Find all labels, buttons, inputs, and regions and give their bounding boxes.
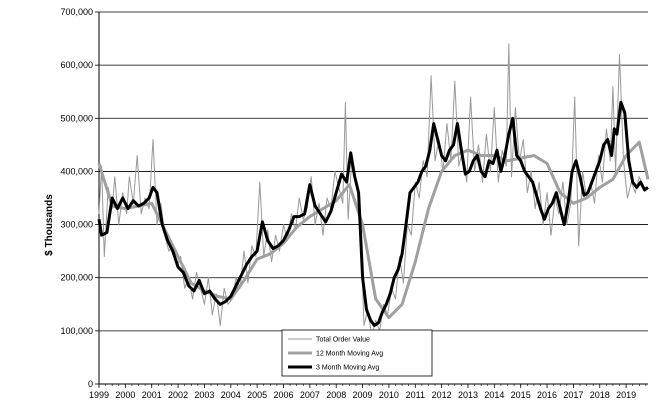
x-tick-label: 2011 (406, 390, 425, 400)
x-tick-label: 2000 (115, 390, 135, 400)
x-tick-label: 2004 (221, 390, 241, 400)
series-group (97, 43, 650, 337)
x-tick-label: 2012 (432, 390, 452, 400)
y-tick-label: 600,000 (60, 60, 93, 70)
y-tick-label: 200,000 (60, 273, 93, 283)
legend: Total Order Value 12 Month Moving Avg 3 Mo… (281, 329, 433, 377)
x-tick-label: 2010 (379, 390, 399, 400)
x-tick-label: 2007 (300, 390, 320, 400)
x-tick-label: 1999 (89, 390, 109, 400)
legend-label: 3 Month Moving Avg (316, 365, 379, 372)
x-tick-label: 2014 (484, 390, 504, 400)
y-tick-label: 500,000 (60, 113, 93, 123)
x-tick-label: 2016 (537, 390, 557, 400)
legend-label: Total Order Value (316, 337, 370, 344)
x-tick-label: 2017 (563, 390, 583, 400)
y-tick-label: 300,000 (60, 220, 93, 230)
x-tick-label: 2013 (458, 390, 478, 400)
axes (98, 12, 648, 385)
y-axis-label: $ Thousands (44, 194, 55, 256)
x-tick-label: 2018 (590, 390, 610, 400)
y-tick-label: 700,000 (60, 7, 93, 17)
series-12-month-moving-avg (97, 140, 650, 320)
x-tick-label: 2001 (142, 390, 162, 400)
legend-label: 12 Month Moving Avg (316, 351, 383, 358)
x-tick-label: 2003 (194, 390, 214, 400)
x-tick-label: 2008 (326, 390, 346, 400)
gridlines (99, 11, 648, 332)
x-tick-label: 2006 (273, 390, 293, 400)
x-tick-label: 2019 (616, 390, 636, 400)
series-3-month-moving-avg (97, 100, 649, 327)
y-tick-label: 400,000 (60, 166, 93, 176)
x-tick-label: 2015 (511, 390, 531, 400)
x-tick-label: 2009 (353, 390, 373, 400)
x-tick-label: 2005 (247, 390, 267, 400)
y-tick-label: 100,000 (60, 326, 93, 336)
x-ticks: 1999 2000 2001 2002 2003 2004 2005 2006 2007 2008… (89, 384, 647, 400)
y-tick-label: 0 (88, 379, 93, 389)
x-tick-label: 2002 (168, 390, 188, 400)
y-ticks: 0 100,000 200,000 300,000 400,000 500,000 600,… (60, 7, 99, 389)
